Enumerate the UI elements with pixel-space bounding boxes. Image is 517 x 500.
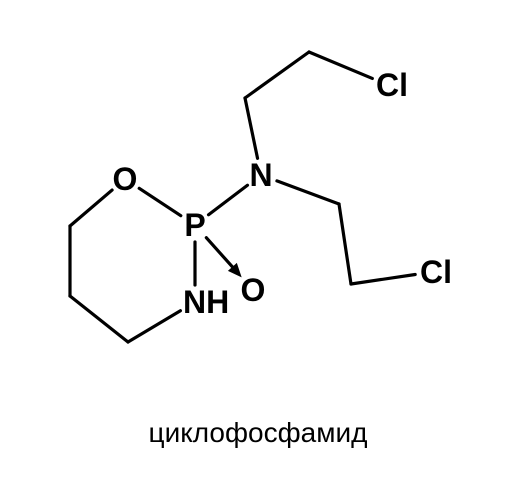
atom-label-Cl2: Cl [420, 254, 452, 290]
atom-label-O_ring: O [113, 161, 138, 197]
atom-label-P: P [184, 207, 205, 243]
bond [351, 274, 415, 284]
bond [245, 52, 309, 98]
atom-label-N_side: N [249, 157, 272, 193]
bond [128, 311, 180, 342]
atom-label-O_dbl: O [241, 272, 266, 308]
atom-label-Cl1: Cl [376, 67, 408, 103]
bond [309, 52, 372, 78]
bond [209, 185, 248, 214]
atom-label-N_ring: NH [183, 284, 229, 320]
molecule-name: циклофосфамид [149, 417, 368, 448]
bond-arrow [206, 238, 232, 267]
bond [70, 190, 112, 226]
molecule-diagram: ONHPONClClциклофосфамид [0, 0, 517, 500]
bond [277, 181, 339, 204]
bond [70, 296, 128, 342]
bond [139, 188, 181, 215]
bond [245, 98, 258, 158]
bond [339, 204, 351, 284]
